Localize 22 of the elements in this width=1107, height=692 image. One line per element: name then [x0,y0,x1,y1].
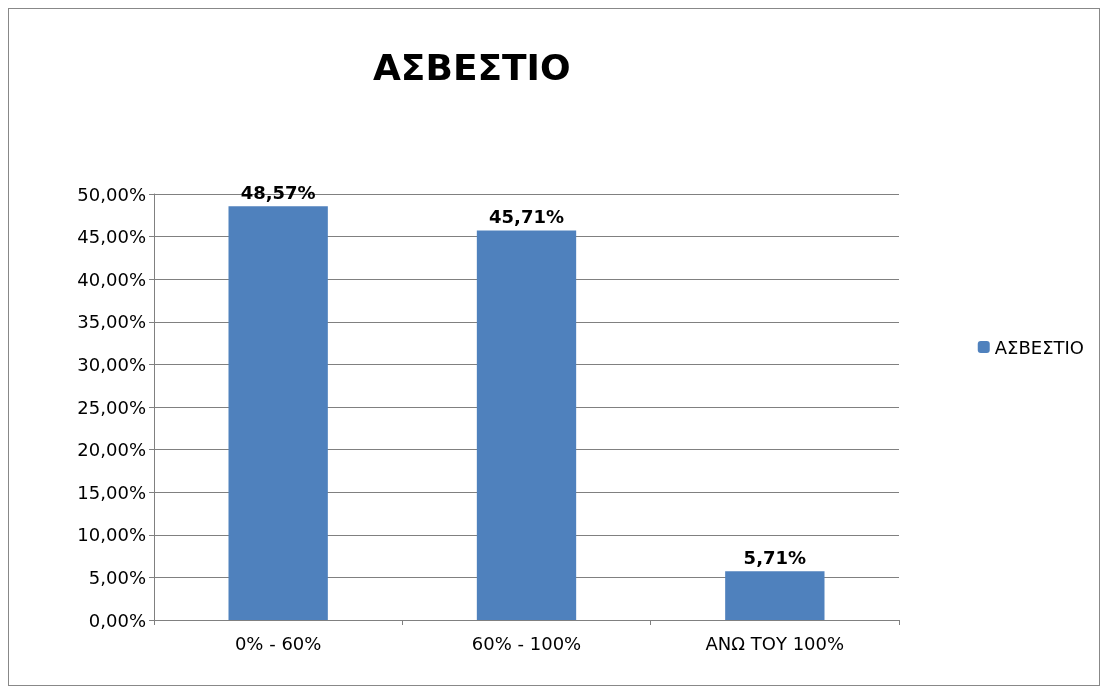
y-tick-label: 35,00% [77,311,146,333]
bar [228,206,328,620]
y-tick-label: 50,00% [77,183,146,205]
data-label: 45,71% [489,206,564,228]
x-tick-label: 0% - 60% [234,632,322,654]
y-tick-label: 25,00% [77,396,146,418]
y-tick-label: 20,00% [77,439,146,461]
chart-title: ΑΣΒΕΣΤΙΟ [372,46,571,88]
y-tick-label: 10,00% [77,524,146,546]
x-tick-label: ΑΝΩ ΤΟΥ 100% [705,632,845,654]
bar [476,230,577,620]
y-tick-label: 30,00% [77,353,146,375]
y-tick-label: 0,00% [88,609,146,631]
data-label: 5,71% [743,546,807,568]
data-label: 48,57% [240,181,316,203]
y-tick-label: 40,00% [77,268,146,290]
bar [725,571,825,620]
y-tick-label: 45,00% [77,226,146,248]
y-tick-label: 5,00% [88,566,146,588]
legend-label: ΑΣΒΕΣΤΙΟ [994,336,1085,358]
x-tick-label: 60% - 100% [471,632,582,654]
y-tick-label: 15,00% [77,481,146,503]
